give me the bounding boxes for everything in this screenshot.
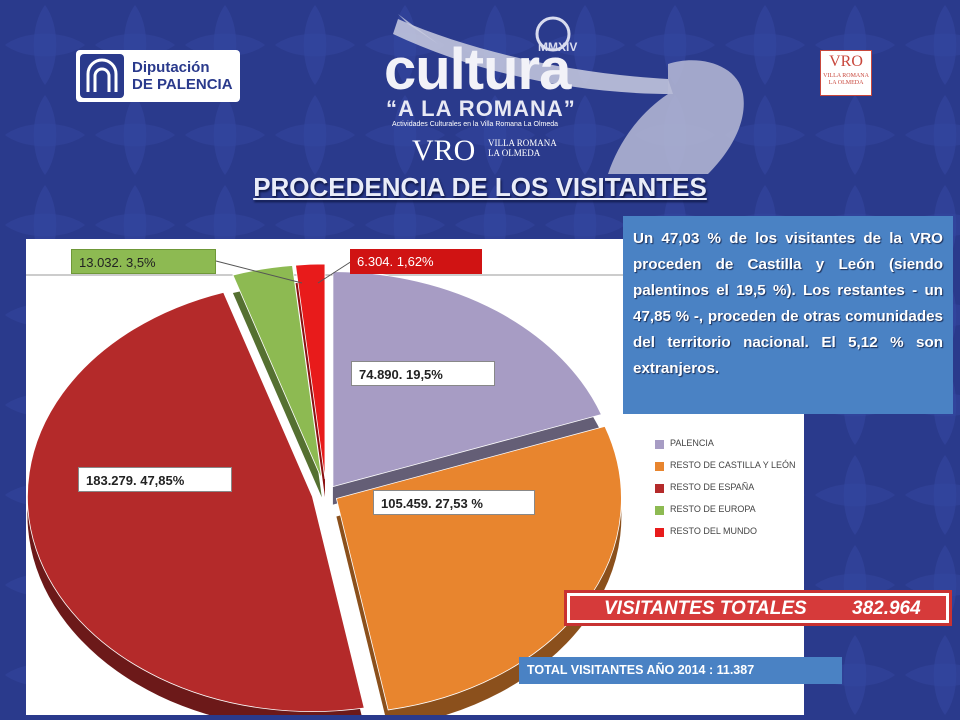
leader-line-resto-del-mundo <box>317 260 353 284</box>
brand-tagline: Actividades Culturales en la Villa Roman… <box>392 121 559 128</box>
diputacion-logo-line2: DE PALENCIA <box>132 76 233 93</box>
info-text-box: Un 47,03 % de los visitantes de la VRO p… <box>623 216 953 414</box>
horn-player-figure-icon <box>393 14 744 174</box>
brand-villa-line1: VILLA ROMANA <box>488 138 557 148</box>
total-visitors-banner: VISITANTES TOTALES 382.964 <box>564 590 952 626</box>
data-label-palencia: 74.890. 19,5% <box>351 361 495 386</box>
data-label-resto-del-mundo: 6.304. 1,62% <box>350 249 482 274</box>
vro-logo: VRO VILLA ROMANA LA OLMEDA <box>820 50 872 96</box>
pie-slice-resto-de-europa <box>232 265 323 480</box>
brand-subtitle: “A LA ROMANA” <box>386 96 576 121</box>
leader-line-resto-de-europa <box>215 260 303 284</box>
pie-slice-resto-del-mundo <box>295 263 326 480</box>
year-total-box: TOTAL VISITANTES AÑO 2014 : 11.387 <box>519 657 842 684</box>
data-label-resto-de-castilla-y-leon: 105.459. 27,53 % <box>373 490 535 515</box>
brand-title: cultura <box>384 37 571 102</box>
data-label-resto-de-espana: 183.279. 47,85% <box>78 467 232 492</box>
arch-icon <box>80 54 124 98</box>
legend-swatch-resto-de-europa <box>655 506 664 515</box>
brand-villa-line2: LA OLMEDA <box>488 148 541 158</box>
page-title: PROCEDENCIA DE LOS VISITANTES <box>253 172 707 202</box>
legend-label-palencia: PALENCIA <box>670 438 714 448</box>
vro-logo-sub2: LA OLMEDA <box>828 80 864 86</box>
cultura-a-la-romana-logo: MMXIV cultura “A LA ROMANA” Actividades … <box>378 14 758 174</box>
total-visitors-label: VISITANTES TOTALES <box>604 598 807 619</box>
legend-swatch-palencia <box>655 440 664 449</box>
data-label-resto-de-europa: 13.032. 3,5% <box>71 249 216 274</box>
pie-slice-resto-de-espa-a <box>27 291 365 712</box>
diputacion-logo: Diputación DE PALENCIA <box>76 50 240 102</box>
header: Diputación DE PALENCIA MMXIV cultura “A … <box>0 0 960 175</box>
legend-label-resto-de-castilla-y-leon: RESTO DE CASTILLA Y LEÓN <box>670 460 796 470</box>
legend-label-resto-de-europa: RESTO DE EUROPA <box>670 504 756 514</box>
legend-swatch-resto-de-castilla-y-leon <box>655 462 664 471</box>
legend-label-resto-de-espana: RESTO DE ESPAÑA <box>670 482 755 492</box>
legend-swatch-resto-de-espana <box>655 484 664 493</box>
total-visitors-value: 382.964 <box>852 598 921 619</box>
brand-vro: VRO <box>412 134 476 167</box>
vro-logo-text: VRO <box>829 53 863 70</box>
legend-label-resto-del-mundo: RESTO DEL MUNDO <box>670 526 758 536</box>
diputacion-logo-line1: Diputación <box>132 59 210 76</box>
brand-year: MMXIV <box>538 40 578 54</box>
legend-swatch-resto-del-mundo <box>655 528 664 537</box>
vro-logo-sub1: VILLA ROMANA <box>823 73 869 79</box>
